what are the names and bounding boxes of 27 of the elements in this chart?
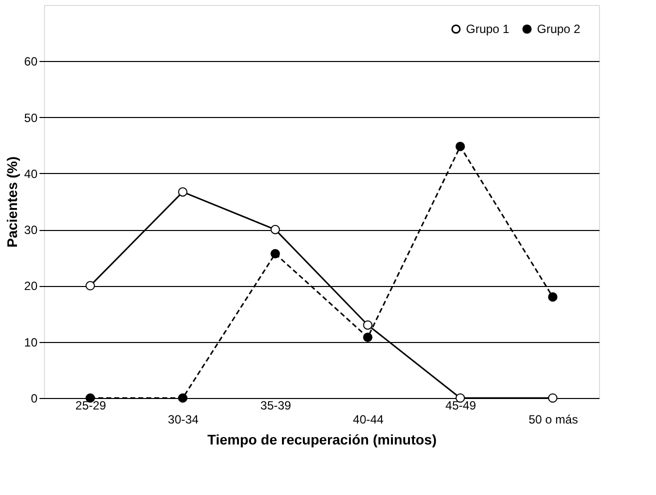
- x-tick-label: 35-39: [260, 398, 292, 412]
- y-tick-label: 60: [24, 54, 38, 69]
- x-tick-label: 30-34: [168, 412, 199, 426]
- legend-label: Grupo 1: [466, 22, 510, 36]
- y-tick-label: 10: [24, 335, 38, 350]
- point: [178, 187, 188, 197]
- point: [363, 320, 372, 330]
- legend-label: Grupo 2: [537, 22, 581, 36]
- point: [548, 292, 558, 302]
- y-tick-label: 50: [24, 110, 38, 125]
- x-tick-label: 25-29: [75, 398, 106, 412]
- y-tick-label: 30: [24, 223, 38, 238]
- x-tick-label: 40-44: [352, 412, 384, 426]
- y-tick-label: 20: [24, 279, 38, 294]
- point: [456, 142, 465, 152]
- point: [270, 249, 280, 258]
- x-tick-label: 50 o más: [528, 412, 578, 426]
- point: [548, 393, 558, 403]
- point: [363, 332, 372, 342]
- point: [86, 281, 95, 290]
- x-tick-label: 45-49: [445, 398, 476, 412]
- x-axis-title: Tiempo de recuperación (minutos): [207, 432, 437, 448]
- point: [270, 224, 280, 234]
- point: [178, 393, 188, 403]
- y-axis-title: Pacientes (%): [4, 156, 20, 248]
- y-tick-label: 40: [24, 166, 38, 181]
- y-tick-label: 0: [30, 392, 38, 406]
